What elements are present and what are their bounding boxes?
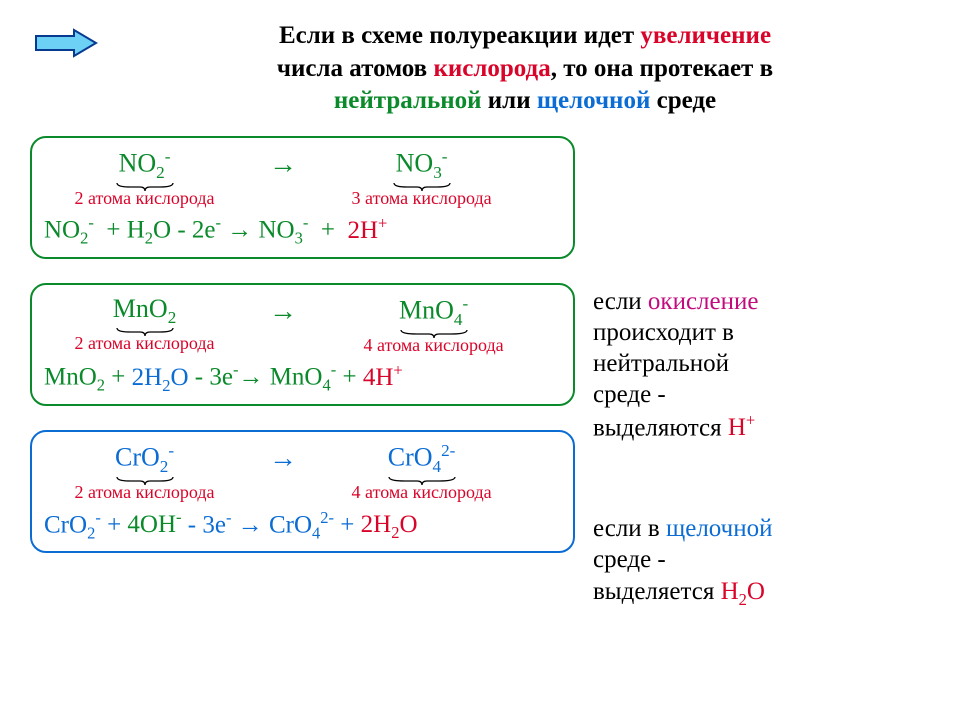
product: MnO4-	[364, 293, 504, 330]
product: NO3-	[352, 146, 492, 183]
note-alkaline: если в щелочной среде - выделяется H2O	[593, 513, 930, 610]
product: CrO42-	[352, 440, 492, 477]
reaction-box-3: CrO2- 2 атома кислорода → CrO42- 4 атома…	[30, 430, 575, 553]
reagent: MnO2	[75, 293, 215, 329]
reactions-column: NO2- 2 атома кислорода → NO3- 3 атома ки…	[30, 136, 575, 611]
full-equation-2: MnO2 + 2H2O - 3e-→ MnO4- + 4H+	[44, 360, 561, 395]
pointer-arrow	[30, 20, 100, 65]
note-neutral: если окисление происходит в нейтральной …	[593, 286, 930, 444]
reagent: NO2-	[75, 146, 215, 183]
reaction-box-1: NO2- 2 атома кислорода → NO3- 3 атома ки…	[30, 136, 575, 259]
reagent: CrO2-	[75, 440, 215, 477]
full-equation-3: CrO2- + 4OH- - 3e- → CrO42- + 2H2O	[44, 508, 561, 543]
slide-title: Если в схеме полуреакции идет увеличение…	[120, 20, 930, 118]
notes-column: если окисление происходит в нейтральной …	[593, 136, 930, 611]
reaction-box-2: MnO2 2 атома кислорода → MnO4- 4 атома к…	[30, 283, 575, 406]
full-equation-1: NO2- + H2O - 2e- → NO3- + 2H+	[44, 213, 561, 248]
